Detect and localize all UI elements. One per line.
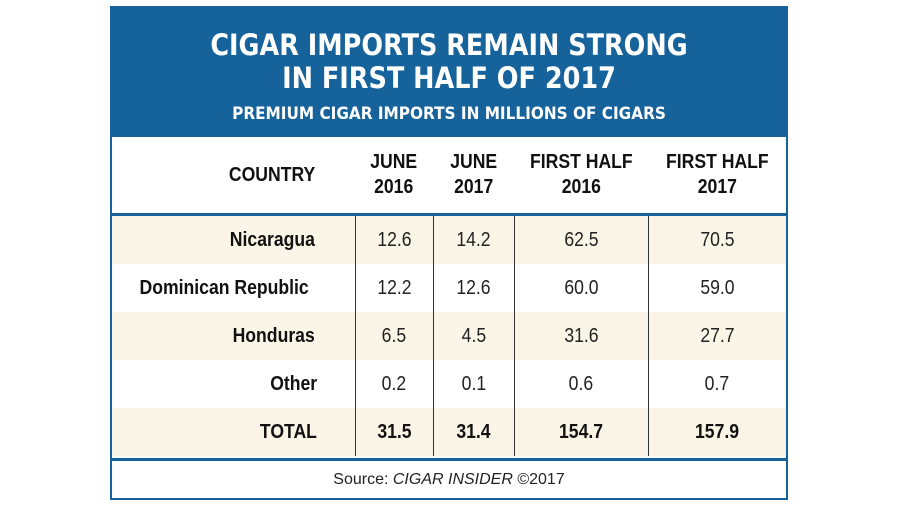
column-header-line2: 2017 xyxy=(453,176,494,198)
value-label: 27.7 xyxy=(700,324,735,347)
value-cell: 0.1 xyxy=(432,360,514,408)
country-label: Honduras xyxy=(232,324,315,347)
value-label: 14.2 xyxy=(456,228,491,251)
total-row: TOTAL 31.5 31.4 154.7 157.9 xyxy=(112,408,786,456)
source-publication: CIGAR INSIDER xyxy=(392,471,513,488)
column-header-line1: JUNE xyxy=(370,151,418,173)
column-header-line2: 2016 xyxy=(561,176,601,198)
title-line-2: IN FIRST HALF OF 2017 xyxy=(282,61,616,95)
column-header-text: COUNTRY xyxy=(229,163,315,188)
column-header: FIRST HALF 2016 xyxy=(514,137,648,215)
value-cell: 157.9 xyxy=(647,408,786,456)
value-label: 62.5 xyxy=(563,228,599,251)
value-cell: 31.6 xyxy=(513,312,648,360)
column-header: JUNE 2016 xyxy=(355,137,433,215)
value-cell: 4.5 xyxy=(432,312,514,360)
value-cell: 70.5 xyxy=(647,214,786,264)
value-label: 0.7 xyxy=(705,372,730,395)
value-label: 6.5 xyxy=(381,324,407,347)
value-cell: 62.5 xyxy=(513,214,648,264)
subtitle: PREMIUM CIGAR IMPORTS IN MILLIONS OF CIG… xyxy=(232,104,666,124)
value-label: 70.5 xyxy=(700,228,735,251)
infographic-table: CIGAR IMPORTS REMAIN STRONG IN FIRST HAL… xyxy=(110,6,788,500)
value-label: 157.9 xyxy=(695,420,740,443)
column-header-line2: 2016 xyxy=(374,176,414,198)
column-header-line1: JUNE xyxy=(450,151,497,173)
value-cell: 12.2 xyxy=(354,264,433,312)
source-footer: Source: CIGAR INSIDER ©2017 xyxy=(112,458,786,501)
value-label: 0.1 xyxy=(461,372,486,395)
column-header-text: FIRST HALF 2017 xyxy=(666,150,769,200)
value-cell: 31.5 xyxy=(354,408,433,456)
source-prefix: Source: xyxy=(333,471,393,488)
country-label: Nicaragua xyxy=(229,228,315,251)
value-cell: 0.7 xyxy=(647,360,786,408)
country-label: TOTAL xyxy=(259,420,317,443)
table-row: Nicaragua 12.6 14.2 62.5 70.5 xyxy=(112,214,786,265)
country-cell: Honduras xyxy=(112,312,355,360)
column-header-line1: FIRST HALF xyxy=(665,151,769,173)
value-label: 31.4 xyxy=(456,420,491,443)
country-cell: Nicaragua xyxy=(112,215,355,265)
value-label: 0.2 xyxy=(381,372,407,395)
value-label: 31.5 xyxy=(376,420,412,443)
column-header-line1: FIRST HALF xyxy=(529,151,633,173)
country-label: Dominican Republic xyxy=(139,276,309,299)
value-label: 154.7 xyxy=(558,420,604,443)
column-header: FIRST HALF 2017 xyxy=(648,137,786,215)
value-label: 4.5 xyxy=(461,324,486,347)
table-row: Dominican Republic 12.2 12.6 60.0 59.0 xyxy=(112,264,786,312)
value-label: 12.6 xyxy=(456,276,491,299)
table-row: Honduras 6.5 4.5 31.6 27.7 xyxy=(112,312,786,360)
value-label: 12.6 xyxy=(376,228,412,251)
value-label: 59.0 xyxy=(700,276,735,299)
country-cell: TOTAL xyxy=(112,408,355,456)
title: CIGAR IMPORTS REMAIN STRONG IN FIRST HAL… xyxy=(152,29,745,95)
value-cell: 0.6 xyxy=(513,360,648,408)
header-row: COUNTRY JUNE 2016 JUNE 2017 FIRST HALF 2016 FIR… xyxy=(112,137,786,215)
value-cell: 6.5 xyxy=(354,312,433,360)
column-header-line1: COUNTRY xyxy=(228,163,316,186)
table-row: Other 0.2 0.1 0.6 0.7 xyxy=(112,360,786,408)
column-header-line2: 2017 xyxy=(697,176,737,198)
country-cell: Other xyxy=(112,360,355,408)
value-cell: 14.2 xyxy=(432,214,514,264)
value-cell: 154.7 xyxy=(513,408,648,456)
imports-table: COUNTRY JUNE 2016 JUNE 2017 FIRST HALF 2016 FIR… xyxy=(112,137,786,456)
value-label: 31.6 xyxy=(563,324,599,347)
column-header-text: JUNE 2017 xyxy=(450,150,497,200)
country-label: Other xyxy=(270,372,318,395)
column-header-country: COUNTRY xyxy=(112,137,355,215)
source-copyright: ©2017 xyxy=(512,471,565,488)
value-cell: 60.0 xyxy=(513,264,648,312)
title-line-1: CIGAR IMPORTS REMAIN STRONG xyxy=(210,28,688,62)
value-label: 60.0 xyxy=(563,276,599,299)
value-cell: 27.7 xyxy=(647,312,786,360)
value-label: 12.2 xyxy=(376,276,412,299)
value-cell: 12.6 xyxy=(432,264,514,312)
value-cell: 0.2 xyxy=(354,360,433,408)
value-label: 0.6 xyxy=(568,372,594,395)
column-header-text: JUNE 2016 xyxy=(371,150,418,200)
column-header-text: FIRST HALF 2016 xyxy=(530,150,633,200)
value-cell: 12.6 xyxy=(354,214,433,264)
column-header: JUNE 2017 xyxy=(433,137,514,215)
value-cell: 59.0 xyxy=(647,264,786,312)
value-cell: 31.4 xyxy=(432,408,514,456)
header-banner: CIGAR IMPORTS REMAIN STRONG IN FIRST HAL… xyxy=(112,8,786,137)
country-cell: Dominican Republic xyxy=(112,264,355,312)
